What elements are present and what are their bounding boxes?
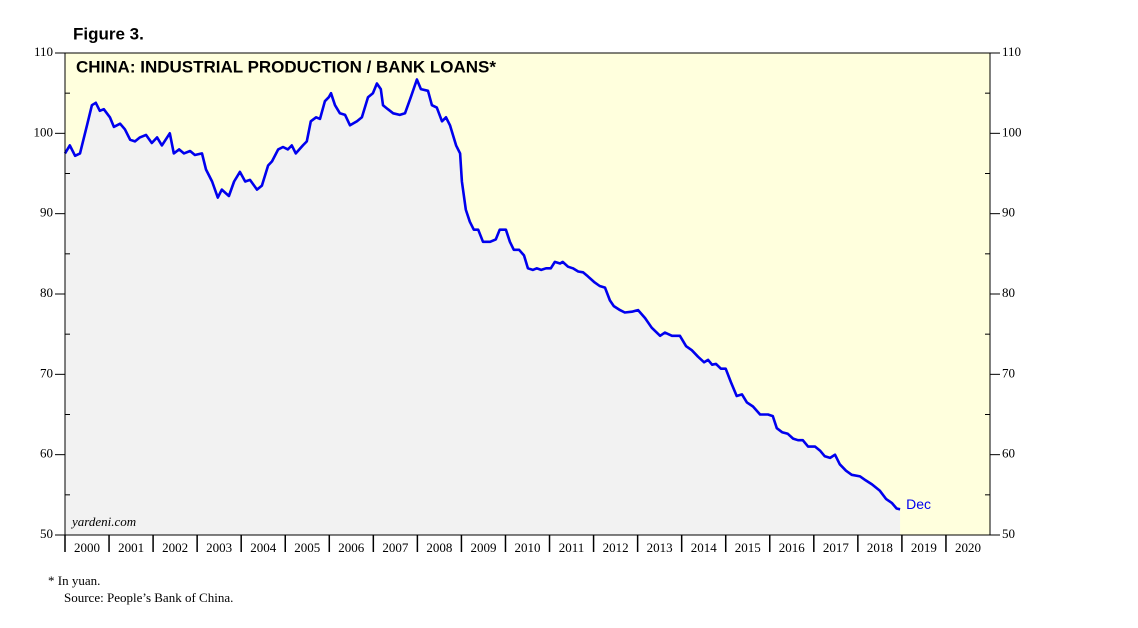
x-tick-label: 2014: [691, 540, 718, 555]
y-tick-label: 50: [40, 526, 53, 541]
x-tick-label: 2019: [911, 540, 937, 555]
annotation: Dec: [906, 496, 931, 512]
footnote: * In yuan.: [48, 573, 100, 588]
x-tick-label: 2000: [74, 540, 100, 555]
line: [63, 78, 901, 511]
x-tick-label: 2001: [118, 540, 144, 555]
x-tick-label: 2012: [603, 540, 629, 555]
x-tick-label: 2013: [647, 540, 673, 555]
y2-tick-label: 60: [1002, 446, 1015, 461]
chart-title: CHINA: INDUSTRIAL PRODUCTION / BANK LOAN…: [76, 57, 496, 76]
x-tick-label: 2020: [955, 540, 981, 555]
y2-tick-label: 100: [1002, 124, 1022, 139]
x-tick-label: 2004: [250, 540, 277, 555]
y-tick-label: 110: [34, 44, 53, 59]
x-tick-label: 2008: [426, 540, 452, 555]
y-tick-label: 70: [40, 365, 53, 380]
x-tick-label: 2005: [294, 540, 320, 555]
y2-tick-label: 110: [1002, 44, 1021, 59]
x-tick-label: 2003: [206, 540, 232, 555]
footnote: Source: People’s Bank of China.: [64, 590, 233, 605]
plot-area: [63, 53, 990, 535]
x-tick-label: 2007: [382, 540, 409, 555]
y2-tick-label: 70: [1002, 365, 1015, 380]
y-tick-label: 90: [40, 205, 53, 220]
y2-tick-label: 80: [1002, 285, 1015, 300]
x-tick-label: 2018: [867, 540, 893, 555]
y2-tick-label: 50: [1002, 526, 1015, 541]
y2-tick-label: 90: [1002, 205, 1015, 220]
x-tick-label: 2010: [515, 540, 541, 555]
y-tick-label: 60: [40, 446, 53, 461]
x-tick-label: 2006: [338, 540, 365, 555]
area: [65, 79, 901, 535]
figure-label: Figure 3.: [73, 24, 144, 43]
x-tick-label: 2017: [823, 540, 850, 555]
x-tick-label: 2015: [735, 540, 761, 555]
y-tick-label: 100: [34, 124, 54, 139]
x-tick-label: 2016: [779, 540, 806, 555]
x-tick-label: 2002: [162, 540, 188, 555]
x-tick-label: 2011: [559, 540, 585, 555]
y-tick-label: 80: [40, 285, 53, 300]
watermark: yardeni.com: [70, 514, 136, 529]
x-tick-label: 2009: [470, 540, 496, 555]
